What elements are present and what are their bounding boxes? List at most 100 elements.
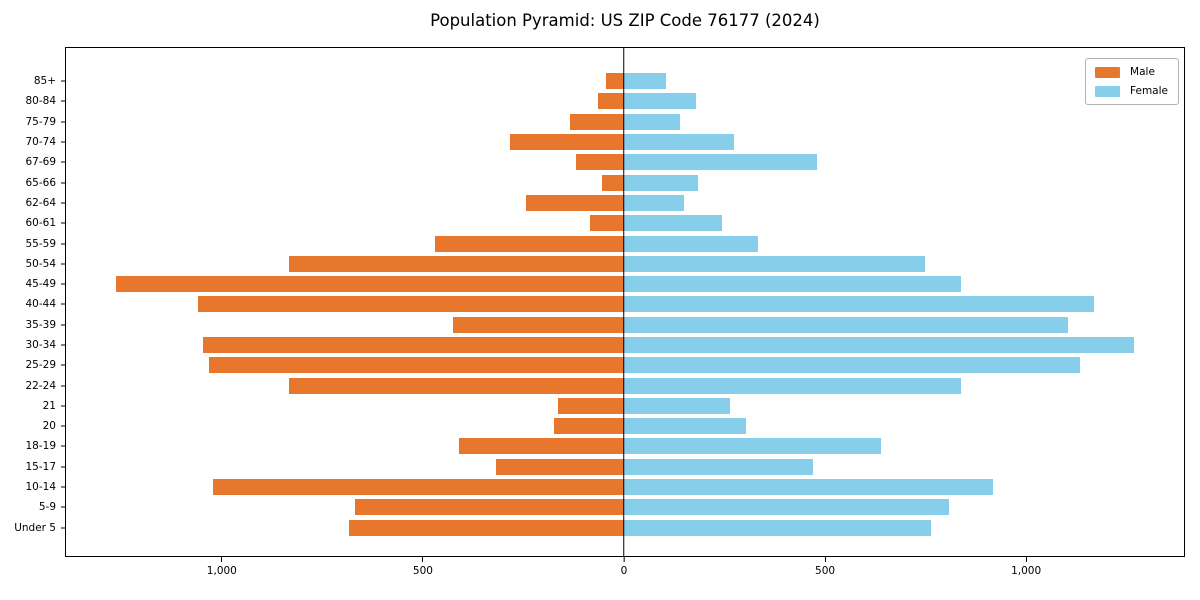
- y-tick-label: 35-39: [25, 318, 56, 331]
- y-axis-tick: [61, 100, 66, 102]
- female-bar: [623, 93, 697, 110]
- y-axis-tick: [61, 222, 66, 224]
- x-tick-label: 0: [620, 565, 628, 577]
- y-tick-label: 60-61: [25, 217, 56, 230]
- y-tick-label: 20: [42, 420, 56, 433]
- legend-item-female: Female: [1095, 85, 1168, 97]
- x-axis: 1,000 500 0 500 1,000: [65, 557, 1185, 587]
- male-bar: [569, 113, 624, 130]
- age-row: 10-14: [25, 477, 1184, 497]
- male-color-swatch: [1095, 66, 1121, 78]
- female-bar: [623, 134, 735, 151]
- zero-axis-line: [623, 48, 625, 556]
- age-row: 75-79: [25, 112, 1184, 132]
- age-row: 62-64: [25, 193, 1184, 213]
- female-color-swatch: [1095, 85, 1121, 97]
- age-row: 40-44: [25, 294, 1184, 314]
- x-tick-mark: [422, 557, 424, 562]
- y-axis-tick: [61, 527, 66, 529]
- female-bar: [623, 255, 926, 272]
- y-tick-label: 85+: [33, 75, 56, 88]
- male-bar: [601, 174, 624, 191]
- y-tick-label: 21: [42, 399, 56, 412]
- y-axis-tick: [61, 121, 66, 123]
- y-axis-tick: [61, 182, 66, 184]
- legend: Male Female: [1085, 58, 1179, 105]
- male-bar: [202, 337, 624, 353]
- y-axis-tick: [61, 303, 66, 305]
- y-axis-tick: [61, 243, 66, 245]
- x-tick-label: 500: [815, 565, 836, 577]
- female-bar: [623, 357, 1080, 374]
- age-row: 80-84: [25, 91, 1184, 111]
- male-bar: [116, 276, 624, 293]
- y-tick-label: 62-64: [25, 196, 56, 209]
- y-axis-tick: [61, 141, 66, 143]
- y-axis-tick: [61, 385, 66, 387]
- female-bar: [623, 479, 994, 496]
- y-axis-tick: [61, 344, 66, 346]
- age-row: 21: [43, 396, 1184, 416]
- age-row: 5-9: [39, 497, 1184, 517]
- male-bar: [605, 73, 624, 90]
- y-axis-tick: [61, 263, 66, 265]
- male-bar: [553, 418, 624, 435]
- y-axis-tick: [61, 161, 66, 163]
- age-row: 15-17: [25, 457, 1184, 477]
- female-bar: [623, 194, 685, 211]
- female-bar: [623, 316, 1068, 333]
- age-row: 65-66: [25, 172, 1184, 192]
- y-tick-label: 50-54: [25, 257, 56, 270]
- y-tick-label: 67-69: [25, 156, 56, 169]
- y-tick-label: 70-74: [25, 136, 56, 149]
- y-tick-label: Under 5: [14, 521, 56, 534]
- male-bar: [589, 215, 624, 232]
- female-bar: [623, 215, 723, 232]
- male-bar: [349, 519, 624, 536]
- x-tick: 1,000: [207, 557, 237, 577]
- male-bar: [212, 479, 624, 496]
- y-tick-label: 55-59: [25, 237, 56, 250]
- x-tick-label: 1,000: [1011, 565, 1042, 577]
- y-axis-tick: [61, 364, 66, 366]
- age-row: 25-29: [25, 355, 1184, 375]
- y-tick-label: 80-84: [25, 95, 56, 108]
- male-bar: [198, 296, 624, 313]
- female-bar: [623, 519, 932, 536]
- age-row: Under 5: [14, 518, 1184, 538]
- male-bar: [288, 255, 624, 272]
- age-row: 50-54: [25, 254, 1184, 274]
- y-axis-tick: [61, 506, 66, 508]
- y-tick-label: 22-24: [25, 379, 56, 392]
- y-tick-label: 75-79: [25, 115, 56, 128]
- x-tick: 0: [620, 557, 628, 577]
- bar-rows: 85+ 80-84 75-79 70-74 67-69 65-66 62-64 60-61 55…: [14, 71, 1184, 538]
- female-bar: [623, 418, 747, 435]
- age-row: 20: [43, 416, 1184, 436]
- x-tick-label: 500: [412, 565, 433, 577]
- male-bar: [575, 154, 624, 171]
- y-axis-tick: [61, 445, 66, 447]
- female-bar: [623, 174, 699, 191]
- age-row: 18-19: [25, 436, 1184, 456]
- y-tick-label: 5-9: [38, 501, 56, 514]
- male-bar: [355, 499, 624, 516]
- female-bar: [623, 235, 759, 252]
- age-row: 30-34: [25, 335, 1184, 355]
- female-bar: [623, 458, 813, 475]
- y-axis-tick: [61, 425, 66, 427]
- y-tick-label: 15-17: [25, 460, 56, 473]
- y-tick-label: 25-29: [25, 359, 56, 372]
- male-bar: [597, 93, 624, 110]
- y-tick-label: 45-49: [25, 278, 56, 291]
- x-tick-mark: [221, 557, 223, 562]
- y-axis-tick: [61, 486, 66, 488]
- y-axis-tick: [61, 405, 66, 407]
- plot-area: 85+ 80-84 75-79 70-74 67-69 65-66 62-64 60-61 55…: [14, 47, 1185, 557]
- legend-label-female: Female: [1130, 85, 1168, 97]
- y-axis-tick: [61, 324, 66, 326]
- male-bar: [525, 194, 624, 211]
- y-tick-label: 18-19: [25, 440, 56, 453]
- age-row: 55-59: [25, 233, 1184, 253]
- age-row: 85+: [34, 71, 1184, 91]
